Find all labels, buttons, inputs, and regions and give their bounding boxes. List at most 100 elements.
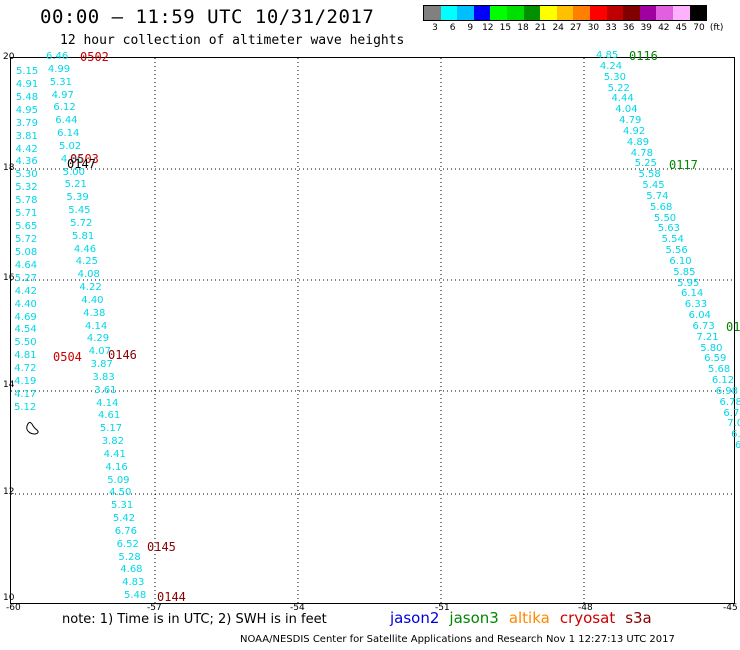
wave-height-value: 4.72 xyxy=(14,363,37,375)
wave-height-value: 4.22 xyxy=(79,282,102,293)
page-title: 00:00 – 11:59 UTC 10/31/2017 xyxy=(40,6,375,28)
wave-height-value: 5.74 xyxy=(646,190,669,202)
wave-height-value: 6.52 xyxy=(116,538,139,550)
legend-label: 42 xyxy=(658,23,670,33)
wave-height-value: 4.68 xyxy=(120,564,143,576)
wave-height-value: 6.73 xyxy=(692,320,715,332)
longitude-label: -51 xyxy=(435,603,450,613)
pass-label: 0117 xyxy=(669,158,698,172)
wave-height-value: 6.12 xyxy=(711,375,735,386)
legend-swatch xyxy=(457,6,474,20)
wave-height-value: 5.80 xyxy=(700,342,723,354)
legend-swatch xyxy=(589,6,607,20)
units-note: note: 1) Time is in UTC; 2) SWH is in fe… xyxy=(62,612,327,627)
map-plot-area[interactable] xyxy=(10,57,735,604)
island-outline xyxy=(26,421,39,435)
legend-label: 15 xyxy=(499,23,512,33)
legend-swatch xyxy=(440,6,458,20)
wave-height-value: 4.04 xyxy=(615,104,638,116)
wave-height-value: 6. xyxy=(731,429,740,441)
wave-height-value: 4.14 xyxy=(96,397,119,409)
wave-height-value: 4.69 xyxy=(14,311,37,323)
wave-height-value: 6.59 xyxy=(704,353,727,365)
wave-height-value: 5.08 xyxy=(14,246,38,258)
wave-height-value: 5.17 xyxy=(99,423,123,435)
wave-height-value: 3.79 xyxy=(15,117,38,129)
legend-label: 9 xyxy=(467,23,474,33)
wave-height-value: 4.83 xyxy=(122,577,145,589)
legend-swatch xyxy=(523,6,541,20)
legend-label: 36 xyxy=(622,23,635,33)
wave-height-value: 5.31 xyxy=(111,500,134,512)
legend-swatch xyxy=(556,6,574,20)
wave-height-value: 5.68 xyxy=(707,364,731,376)
wave-height-value: 6.76 xyxy=(114,525,137,537)
wave-height-value: 6.14 xyxy=(57,128,80,139)
wave-height-value: 4.42 xyxy=(14,285,37,297)
wave-height-value: 4.08 xyxy=(77,269,100,281)
wave-height-value: 5.39 xyxy=(66,192,89,204)
latitude-label: 10 xyxy=(3,593,15,603)
legend-swatch xyxy=(490,6,507,20)
wave-height-value: 5.48 xyxy=(15,91,39,103)
legend-label: 45 xyxy=(675,23,688,33)
legend-swatch xyxy=(623,6,640,20)
legend-swatch xyxy=(639,6,657,20)
wave-height-value: 3.61 xyxy=(94,384,117,396)
legend-label: 12 xyxy=(482,23,494,33)
wave-height-value: 5.15 xyxy=(16,66,39,77)
wave-height-value: 5.09 xyxy=(107,474,130,486)
wave-height-value: 5.71 xyxy=(15,208,38,220)
legend-swatch xyxy=(424,6,441,20)
longitude-label: -57 xyxy=(147,603,162,613)
longitude-label: -60 xyxy=(6,603,21,613)
wave-height-value: 5.50 xyxy=(14,337,37,349)
wave-height-value: 4.07 xyxy=(88,346,111,358)
wave-height-value: 4.91 xyxy=(15,78,39,90)
wave-height-value: 4.79 xyxy=(619,115,642,126)
wave-height-value: 5.22 xyxy=(607,82,630,94)
legend-label: 18 xyxy=(517,23,529,33)
wave-height-value: 5.42 xyxy=(112,513,136,524)
wave-height-value: 4.14 xyxy=(85,320,108,332)
wave-height-value: 4.40 xyxy=(14,298,37,310)
wave-height-value: 6.10 xyxy=(669,255,692,267)
wave-height-value: 4.64 xyxy=(14,259,38,271)
latitude-label: 16 xyxy=(3,273,15,283)
pass-label: 0116 xyxy=(629,49,658,63)
legend-swatch xyxy=(656,6,673,20)
satellite-key: jason2 jason3 altika cryosat s3a xyxy=(390,609,662,627)
swh-color-legend: 3 6 9 12 15 18 21 24 27 30 33 36 39 42 45 70 (ft) xyxy=(423,5,723,35)
wave-height-value: 4.17 xyxy=(14,389,37,401)
wave-height-value: 5.45 xyxy=(642,180,665,191)
legend-label: (ft) xyxy=(709,23,724,33)
wave-height-value: 5.58 xyxy=(638,169,661,181)
wave-height-value: 4.81 xyxy=(14,350,37,362)
wave-height-value: 5.68 xyxy=(650,201,673,213)
wave-height-value: 4.25 xyxy=(75,256,98,268)
wave-height-value: 4.54 xyxy=(14,324,37,336)
wave-height-value: 5.32 xyxy=(15,182,38,194)
wave-height-value: 4.95 xyxy=(15,104,39,116)
wave-height-value: 6.44 xyxy=(55,115,78,127)
legend-labels: 3 6 9 12 15 18 21 24 27 30 33 36 39 42 45 70 (ft) xyxy=(423,21,723,35)
wave-height-value: 6.74 xyxy=(723,407,740,419)
wave-height-value: 6.78 xyxy=(719,396,740,408)
wave-height-value: 4.78 xyxy=(630,147,654,159)
wave-height-value: 5.00 xyxy=(62,166,85,178)
wave-height-value: 3.82 xyxy=(101,436,124,447)
longitude-label: -54 xyxy=(290,603,305,613)
wave-height-value: 5.50 xyxy=(653,212,677,224)
wave-height-value: 5.63 xyxy=(657,223,681,235)
wave-height-value: 5.85 xyxy=(673,266,696,278)
wave-height-value: 6 xyxy=(735,440,740,451)
wave-height-value: 5.45 xyxy=(68,205,91,216)
wave-height-value: 5.27 xyxy=(14,272,38,284)
wave-height-value: 4.61 xyxy=(98,410,121,422)
wave-height-value: 6.33 xyxy=(684,299,708,311)
credit-footer: NOAA/NESDIS Center for Satellite Applica… xyxy=(240,634,675,645)
latitude-label: 12 xyxy=(3,487,15,497)
latitude-label: 18 xyxy=(3,163,15,173)
wave-height-value: 4.85 xyxy=(596,50,619,61)
